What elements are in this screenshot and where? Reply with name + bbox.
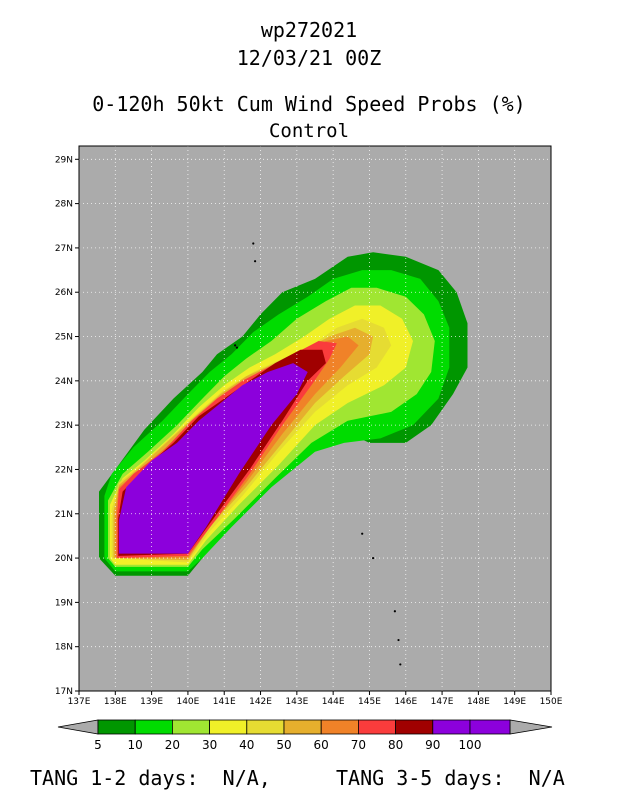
tang-1-2-days: TANG 1-2 days: N/A, [30, 766, 271, 790]
y-tick-label: 29N [55, 155, 73, 165]
x-tick-label: 146E [394, 697, 417, 707]
colorbar-level-label: 40 [239, 738, 254, 752]
axis-layer: 137E 138E 139E 140E 141E 142E 143E 144E 145E 146E… [55, 145, 563, 707]
y-tick-label: 23N [55, 421, 73, 431]
x-tick-label: 139E [140, 697, 163, 707]
y-tick-label: 25N [55, 333, 73, 343]
x-tick-label: 143E [285, 697, 308, 707]
colorbar-swatch [97, 719, 136, 735]
colorbar-swatch [171, 719, 210, 735]
colorbar-swatch [395, 719, 434, 735]
x-tick-label: 148E [467, 697, 490, 707]
colorbar-level-label: 30 [202, 738, 217, 752]
island-marker [393, 610, 396, 613]
y-tick-label: 26N [55, 288, 73, 298]
product-title: 0-120h 50kt Cum Wind Speed Probs (%) [92, 92, 526, 116]
colorbar-right-arrow [509, 719, 553, 735]
colorbar-level-label: 100 [459, 738, 482, 752]
island-marker [253, 260, 257, 263]
x-tick-label: 150E [540, 697, 563, 707]
colorbar-swatch [246, 719, 285, 735]
y-tick-label: 18N [55, 643, 73, 653]
x-tick-label: 144E [322, 697, 345, 707]
x-tick-label: 149E [503, 697, 526, 707]
member-subtitle: Control [268, 120, 350, 142]
x-tick-label: 147E [431, 697, 454, 707]
y-tick-label: 28N [55, 200, 73, 210]
x-tick-label: 141E [213, 697, 236, 707]
island-marker [235, 346, 239, 349]
tang-3-5-days: TANG 3-5 days: N/A [336, 766, 565, 790]
storm-id-title: wp272021 [260, 18, 358, 42]
colorbar-level-label: 5 [94, 738, 102, 752]
y-tick-label: 27N [55, 244, 73, 254]
plot-frame [78, 145, 552, 692]
island-marker [361, 532, 364, 535]
colorbar-level-label: 20 [165, 738, 180, 752]
colorbar-swatch [134, 719, 173, 735]
colorbar-swatch [469, 719, 511, 735]
y-tick-label: 17N [55, 687, 73, 697]
colorbar-level-label: 50 [276, 738, 291, 752]
x-tick-label: 142E [249, 697, 272, 707]
colorbar-level-label: 70 [351, 738, 366, 752]
colorbar: 5 10 20 30 40 50 60 70 80 90 100 [57, 719, 553, 752]
colorbar-swatch [320, 719, 359, 735]
colorbar-swatch [357, 719, 396, 735]
x-tick-label: 138E [104, 697, 127, 707]
island-marker [371, 556, 375, 560]
colorbar-level-label: 10 [128, 738, 143, 752]
island-marker [252, 242, 255, 245]
y-tick-label: 21N [55, 510, 73, 520]
colorbar-level-label: 80 [388, 738, 403, 752]
map-layer [79, 146, 551, 691]
x-tick-label: 137E [68, 697, 91, 707]
y-tick-label: 20N [55, 554, 73, 564]
colorbar-swatch [283, 719, 322, 735]
y-tick-label: 19N [55, 598, 73, 608]
y-tick-label: 24N [55, 377, 73, 387]
colorbar-level-label: 60 [314, 738, 329, 752]
datetime-title: 12/03/21 00Z [236, 46, 382, 70]
x-tick-label: 140E [176, 697, 199, 707]
x-tick-label: 145E [358, 697, 381, 707]
colorbar-swatch [432, 719, 471, 735]
island-marker [399, 663, 402, 666]
colorbar-swatch [209, 719, 248, 735]
y-tick-label: 22N [55, 465, 73, 475]
colorbar-left-arrow [57, 719, 99, 735]
island-marker [234, 344, 237, 347]
colorbar-level-label: 90 [425, 738, 440, 752]
island-marker [397, 638, 400, 642]
